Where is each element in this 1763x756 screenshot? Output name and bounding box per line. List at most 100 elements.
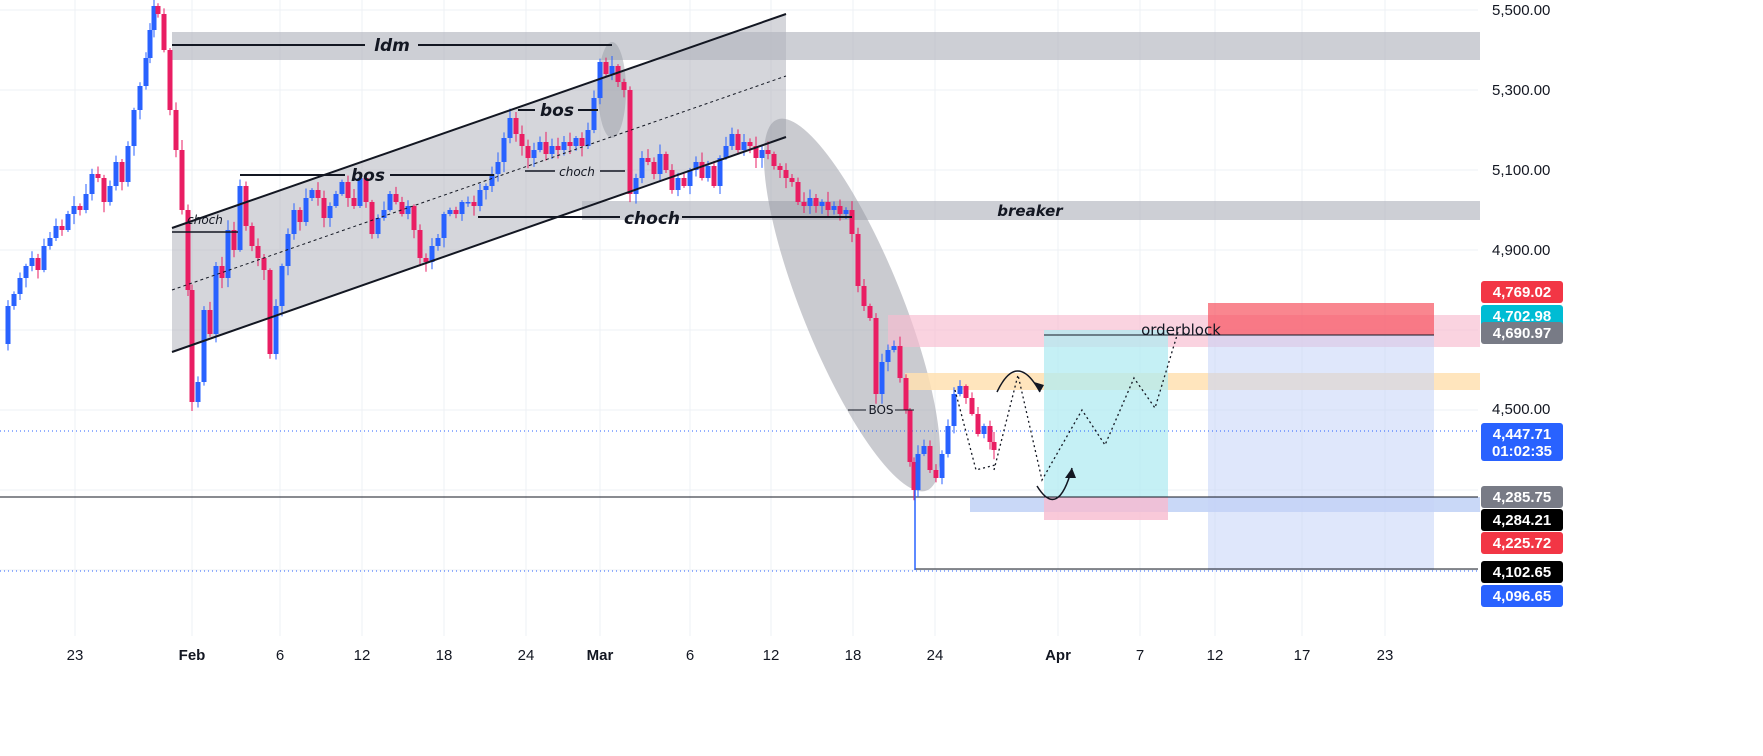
price-tag-label: 4,447.71: [1493, 426, 1551, 443]
y-tick-label: 5,500.00: [1492, 2, 1550, 19]
candle-up: [741, 142, 747, 150]
time-axis[interactable]: 23 Feb 6 12 18 24 Mar 6 12 18 24 Apr 7 1…: [67, 647, 1394, 664]
candle-up: [921, 446, 927, 454]
x-tick-label: 23: [67, 647, 84, 664]
price-tag-label: 4,102.65: [1493, 564, 1551, 581]
candle-up: [279, 266, 285, 306]
candle-up: [23, 266, 29, 278]
candle-down: [513, 118, 519, 134]
orderblock-label: orderblock: [1141, 321, 1221, 339]
candle-down: [231, 230, 237, 250]
candle-up: [143, 58, 149, 86]
candle-down: [161, 14, 167, 50]
candle-up: [53, 226, 59, 238]
x-tick-label: 7: [1136, 647, 1144, 664]
x-tick-label: 17: [1294, 647, 1311, 664]
candle-down: [393, 194, 399, 202]
price-tags: 4,769.02 4,702.984,690.97 4,447.7101:02:35…: [1481, 281, 1563, 607]
candle-up: [291, 210, 297, 234]
candle-up: [951, 394, 957, 426]
y-tick-label: 4,500.00: [1492, 401, 1550, 418]
candle-up: [213, 266, 219, 334]
candle-up: [531, 150, 537, 158]
candle-down: [873, 318, 879, 394]
candle-down: [363, 178, 369, 202]
candle-up: [957, 386, 963, 394]
price-tag: [1481, 281, 1563, 303]
candle-down: [219, 266, 225, 278]
candle-down: [867, 306, 873, 318]
candle-up: [507, 118, 513, 138]
candle-down: [963, 386, 969, 398]
candle-down: [645, 158, 651, 162]
y-tick-label: 4,900.00: [1492, 242, 1550, 259]
price-tag: [1481, 305, 1563, 327]
candle-up: [981, 426, 987, 434]
short-position-stop: [1208, 303, 1434, 335]
x-tick-label: 12: [354, 647, 371, 664]
candle-up: [303, 198, 309, 222]
breaker-label: breaker: [997, 202, 1064, 220]
candle-down: [369, 202, 375, 234]
candle-down: [59, 226, 65, 230]
x-tick-label: 6: [686, 647, 694, 664]
candle-up: [89, 174, 95, 194]
choch-label-1: choch: [187, 213, 223, 227]
candle-up: [591, 98, 597, 130]
price-tag: [1481, 561, 1563, 583]
x-tick-label: Feb: [179, 647, 206, 664]
candle-down: [453, 210, 459, 214]
candle-up: [945, 426, 951, 454]
candle-up: [17, 278, 23, 294]
price-tag-label: 4,702.98: [1493, 308, 1551, 325]
channel-lower-line: [171, 136, 787, 353]
candle-up: [759, 150, 765, 158]
price-tag-label: 4,690.97: [1493, 325, 1551, 342]
candle-up: [71, 206, 77, 214]
candle-down: [411, 206, 417, 230]
candle-down: [155, 6, 161, 14]
price-tag: [1481, 322, 1563, 344]
y-tick-label: 5,100.00: [1492, 162, 1550, 179]
x-tick-label: Mar: [587, 647, 614, 664]
candle-up: [147, 30, 153, 58]
price-tag: [1481, 509, 1563, 531]
x-tick-label: 18: [845, 647, 862, 664]
candle-down: [525, 146, 531, 158]
candle-up: [693, 162, 699, 170]
candle-up: [717, 158, 723, 186]
candle-down: [783, 170, 789, 178]
candle-up: [843, 210, 849, 214]
candle-down: [261, 258, 267, 270]
candle-down: [975, 414, 981, 434]
candle-down: [789, 178, 795, 182]
candle-down: [753, 146, 759, 158]
candle-down: [969, 398, 975, 414]
price-axis[interactable]: 5,500.00 5,300.00 5,100.00 4,900.00 4,50…: [1492, 2, 1550, 418]
price-tag-label: 4,284.21: [1493, 512, 1551, 529]
candle-down: [801, 202, 807, 206]
candle-up: [687, 170, 693, 186]
candle-down: [297, 210, 303, 222]
candle-down: [345, 182, 351, 198]
candle-down: [417, 230, 423, 258]
candle-up: [729, 134, 735, 146]
candle-down: [351, 198, 357, 206]
candle-down: [795, 182, 801, 202]
candle-up: [201, 310, 207, 382]
candle-down: [179, 150, 185, 210]
projection-path-2: [954, 389, 996, 471]
candle-down: [555, 146, 561, 150]
candle-down: [423, 258, 429, 262]
candle-up: [807, 198, 813, 206]
candle-up: [891, 346, 897, 350]
candle-up: [339, 182, 345, 194]
candle-down: [471, 202, 477, 206]
candle-down: [681, 178, 687, 186]
x-tick-label: 6: [276, 647, 284, 664]
candle-down: [711, 166, 717, 186]
projection-path-1: [993, 331, 1179, 482]
candle-up: [597, 62, 603, 98]
candle-up: [657, 154, 663, 174]
